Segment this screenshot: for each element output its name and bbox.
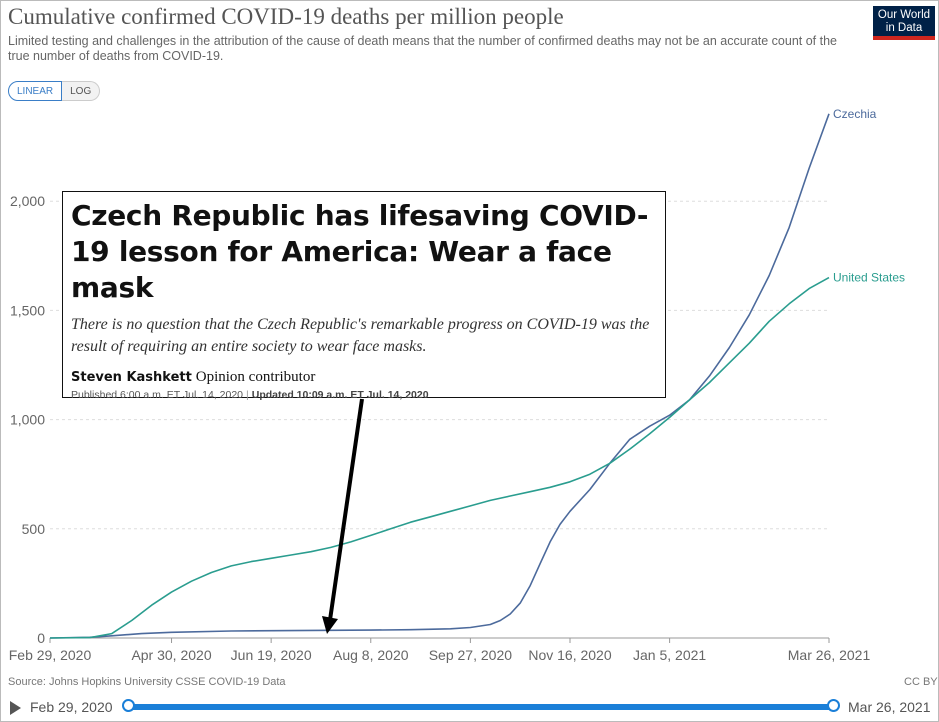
article-updated: Updated 10:09 a.m. ET Jul. 14, 2020 bbox=[251, 389, 429, 401]
chart-title: Cumulative confirmed COVID-19 deaths per… bbox=[8, 4, 564, 29]
series-line-czechia[interactable] bbox=[49, 113, 830, 639]
source-note[interactable]: Source: Johns Hopkins University CSSE CO… bbox=[8, 676, 286, 688]
timeline: Feb 29, 2020 Mar 26, 2021 bbox=[0, 694, 939, 720]
x-tick-label: Nov 16, 2020 bbox=[528, 647, 611, 663]
grid-layer bbox=[50, 200, 829, 530]
license-link[interactable]: CC BY bbox=[904, 676, 938, 688]
chart-subtitle: Limited testing and challenges in the at… bbox=[8, 34, 837, 63]
log-button[interactable]: LOG bbox=[62, 81, 101, 101]
article-author-role: Opinion contributor bbox=[195, 369, 316, 385]
play-icon[interactable] bbox=[10, 701, 21, 715]
x-tick-label: Apr 30, 2020 bbox=[131, 647, 211, 663]
news-article-clipping: Czech Republic has lifesaving COVID-19 l… bbox=[62, 191, 666, 401]
linear-button[interactable]: LINEAR bbox=[8, 81, 63, 101]
annotation-arrow-head bbox=[322, 616, 338, 634]
article-author: Steven Kashkett bbox=[71, 370, 192, 385]
label-layer: Czechia United States bbox=[833, 107, 905, 285]
series-line-united-states[interactable] bbox=[49, 276, 830, 639]
date-separator: | bbox=[246, 389, 249, 401]
timeline-track[interactable] bbox=[128, 704, 834, 710]
timeline-end-label: Mar 26, 2021 bbox=[848, 699, 931, 715]
article-lede: There is no question that the Czech Repu… bbox=[71, 316, 650, 355]
series-label-czechia[interactable]: Czechia bbox=[833, 107, 877, 121]
x-tick-label: Feb 29, 2020 bbox=[9, 647, 92, 663]
timeline-start-label: Feb 29, 2020 bbox=[30, 699, 113, 715]
scale-toggle: LINEAR LOG bbox=[8, 81, 101, 101]
timeline-end-handle[interactable] bbox=[827, 699, 840, 712]
article-byline: Steven Kashkett Opinion contributor bbox=[71, 368, 657, 386]
y-tick-label: 500 bbox=[22, 521, 46, 537]
article-dates: Published 6:00 a.m. ET Jul. 14, 2020 | Upd… bbox=[71, 389, 657, 401]
x-tick-label: Mar 26, 2021 bbox=[788, 647, 871, 663]
timeline-start-handle[interactable] bbox=[122, 699, 135, 712]
article-headline: Czech Republic has lifesaving COVID-19 l… bbox=[71, 199, 649, 304]
owid-logo[interactable]: Our World in Data bbox=[873, 6, 935, 40]
y-tick-label: 1,500 bbox=[10, 302, 45, 318]
series-layer bbox=[49, 113, 830, 639]
annotation-arrow-line bbox=[328, 398, 364, 621]
y-tick-label: 0 bbox=[37, 630, 45, 646]
x-tick-label: Aug 8, 2020 bbox=[333, 647, 409, 663]
x-tick-label: Sep 27, 2020 bbox=[429, 647, 513, 663]
x-tick-label: Jun 19, 2020 bbox=[231, 647, 312, 663]
x-tick-label: Jan 5, 2021 bbox=[633, 647, 706, 663]
logo-line-2: in Data bbox=[885, 22, 923, 34]
y-tick-label: 1,000 bbox=[10, 412, 45, 428]
series-label-united-states[interactable]: United States bbox=[833, 271, 905, 285]
axis-layer: 0 500 1,000 1,500 2,000 Feb 29, 2020 Apr 30, 2… bbox=[9, 193, 871, 663]
logo-line-1: Our World bbox=[877, 9, 931, 21]
y-tick-label: 2,000 bbox=[10, 193, 45, 209]
article-published: Published 6:00 a.m. ET Jul. 14, 2020 bbox=[71, 389, 243, 401]
